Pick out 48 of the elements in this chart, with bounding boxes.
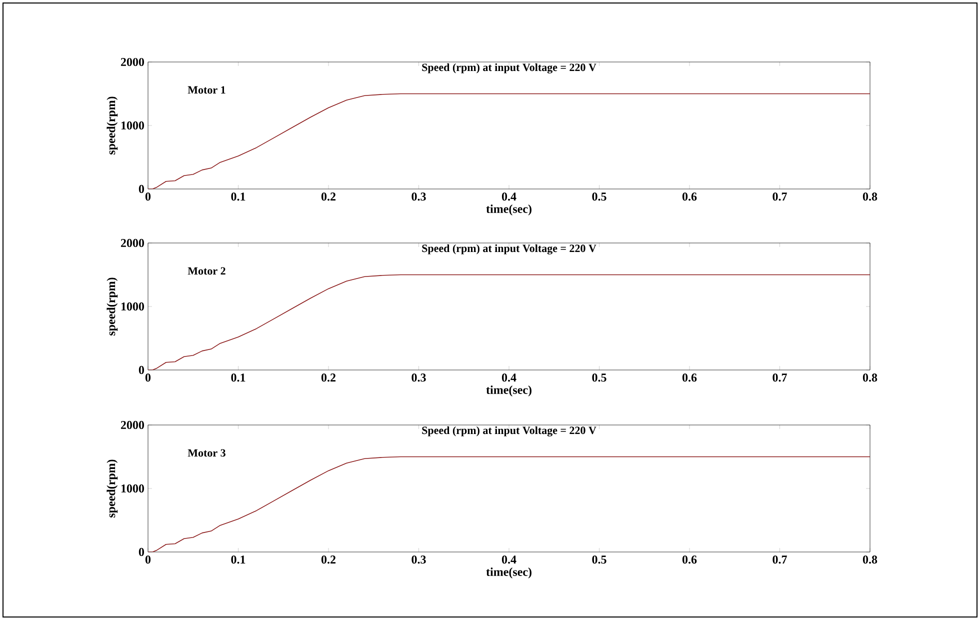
y-tick-label: 0 — [138, 366, 144, 374]
x-tick-label: 0.6 — [682, 556, 697, 564]
chart-title: Speed (rpm) at input Voltage = 220 V — [422, 244, 596, 254]
y-tick-label: 1000 — [121, 302, 144, 311]
x-tick-label: 0.5 — [592, 556, 606, 564]
x-tick-label: 0 — [145, 192, 151, 201]
x-tick-label: 0.7 — [772, 374, 787, 382]
x-tick-label: 0.8 — [862, 556, 878, 564]
y-axis-title: speed(rpm) — [106, 460, 118, 518]
x-tick-label: 0.2 — [321, 556, 336, 564]
x-tick-label: 0.4 — [502, 556, 516, 564]
y-tick-label: 0 — [138, 548, 144, 556]
x-tick-label: 0.3 — [412, 374, 426, 382]
x-tick-label: 0 — [145, 374, 151, 382]
annotation: Motor 1 — [188, 86, 226, 94]
x-tick-label: 0.3 — [412, 192, 426, 201]
y-axis-title: speed(rpm) — [106, 96, 118, 154]
x-tick-label: 0.1 — [231, 556, 246, 564]
x-tick-label: 0.5 — [592, 192, 606, 201]
x-tick-label: 0.8 — [862, 374, 878, 382]
x-tick-label: 0.3 — [412, 556, 426, 564]
x-tick-label: 0.7 — [772, 556, 787, 564]
y-tick-label: 2000 — [120, 238, 144, 248]
x-tick-label: 0.6 — [682, 192, 697, 201]
y-tick-label: 1000 — [121, 121, 144, 130]
x-axis-title: time(sec) — [486, 568, 532, 578]
chart-title: Speed (rpm) at input Voltage = 220 V — [422, 426, 596, 436]
y-tick-label: 2000 — [120, 420, 144, 430]
x-tick-label: 0.2 — [321, 192, 336, 201]
x-tick-label: 0.5 — [592, 374, 606, 382]
y-tick-label: 1000 — [121, 484, 144, 493]
x-tick-label: 0 — [145, 556, 151, 564]
x-tick-label: 0.2 — [321, 374, 336, 382]
x-tick-label: 0.4 — [502, 192, 516, 201]
annotation: Motor 2 — [188, 267, 226, 275]
x-tick-label: 0.1 — [231, 374, 246, 382]
y-axis-title: speed(rpm) — [106, 278, 118, 336]
x-tick-label: 0.7 — [772, 192, 787, 201]
x-tick-label: 0.6 — [682, 374, 697, 382]
x-tick-label: 0.8 — [862, 192, 878, 201]
y-tick-label: 0 — [138, 184, 144, 194]
x-axis-title: time(sec) — [486, 386, 532, 396]
annotation: Motor 3 — [188, 449, 226, 457]
y-tick-label: 2000 — [120, 58, 144, 66]
x-axis-title: time(sec) — [486, 204, 532, 216]
x-tick-label: 0.4 — [502, 374, 516, 382]
x-tick-label: 0.1 — [231, 192, 246, 201]
chart-title: Speed (rpm) at input Voltage = 220 V — [422, 63, 596, 74]
